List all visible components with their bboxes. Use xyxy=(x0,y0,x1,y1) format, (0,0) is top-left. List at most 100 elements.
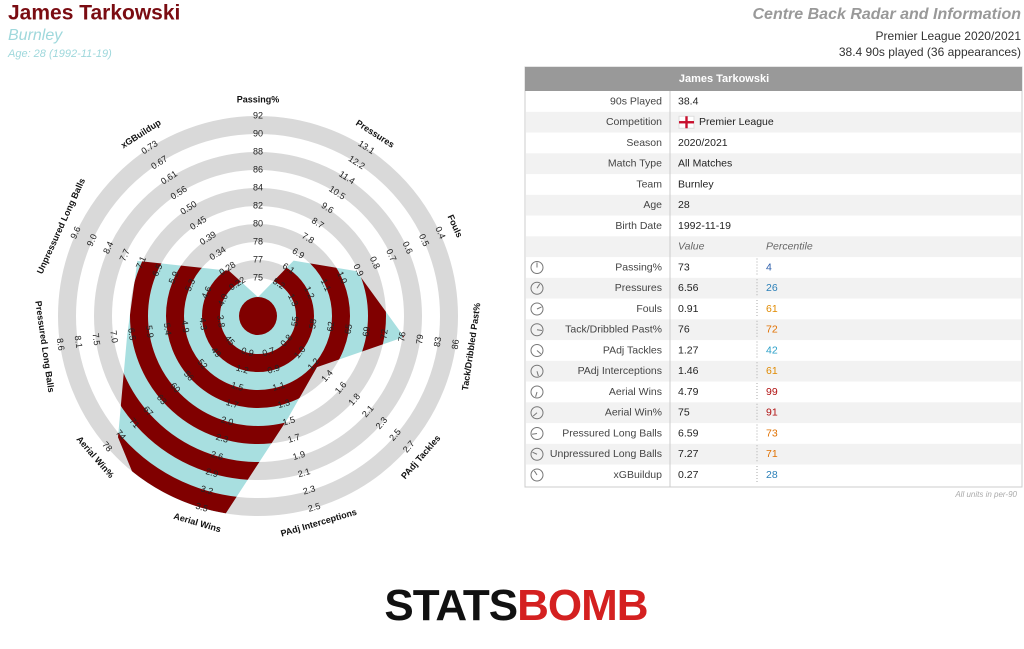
stat-icon-needle xyxy=(533,470,538,476)
tick-label: 1.3 xyxy=(276,397,291,410)
table-rows: 90s Played 38.4 Competition Premier League S… xyxy=(526,91,1021,487)
info-value: All Matches xyxy=(678,158,732,170)
tick-label: 79 xyxy=(414,334,425,345)
stat-value: 73 xyxy=(678,261,690,273)
tick-label: 52 xyxy=(195,357,209,371)
radar-ring xyxy=(130,260,386,444)
stat-icon xyxy=(530,406,544,420)
tick-label: 7.0 xyxy=(108,330,120,344)
axis-name: Tack/Dribbled Past% xyxy=(460,302,482,391)
tick-label: 67 xyxy=(141,404,155,418)
radar-ring xyxy=(166,260,350,408)
tick-label: 6.5 xyxy=(126,327,138,341)
row-shade xyxy=(526,236,1021,258)
stat-value: 1.46 xyxy=(678,365,699,377)
tick-label: 1.1 xyxy=(271,380,286,393)
stat-name: Pressures xyxy=(615,282,662,294)
stat-percentile: 99 xyxy=(766,386,778,398)
tick-label: 1.7 xyxy=(225,397,240,410)
footnote: All units in per-90 xyxy=(954,490,1017,499)
row-shade xyxy=(526,360,1021,382)
tick-label: 2.5 xyxy=(307,501,322,514)
info-label: 90s Played xyxy=(610,95,662,107)
tick-label: 75 xyxy=(253,272,263,282)
grid-ring xyxy=(58,116,458,516)
stat-icon xyxy=(530,261,544,274)
stat-percentile: 72 xyxy=(766,324,778,336)
report-title: Centre Back Radar and Information xyxy=(753,6,1022,23)
tick-label: 4.6 xyxy=(199,285,213,301)
col-header: Value xyxy=(678,241,705,253)
tick-label: 90 xyxy=(253,128,263,138)
logo-part: STATS xyxy=(384,581,517,630)
tick-label: 3.8 xyxy=(215,314,227,328)
col-header: Percentile xyxy=(766,241,813,253)
stat-icon xyxy=(530,323,544,337)
tick-label: 78 xyxy=(253,236,263,246)
tick-label: 2.9 xyxy=(205,466,220,479)
tick-label: 49 xyxy=(209,345,223,359)
stat-icon xyxy=(530,385,544,399)
stat-icon-needle xyxy=(536,306,542,310)
axis-name: Fouls xyxy=(446,213,465,239)
row-shade xyxy=(526,153,1021,175)
tick-label: 4.0 xyxy=(216,292,230,308)
tick-label: 0.5 xyxy=(417,232,431,248)
stat-value: 1.27 xyxy=(678,344,699,356)
tick-label: 2.1 xyxy=(297,466,312,479)
info-value: 2020/2021 xyxy=(678,137,728,149)
stat-name: Unpressured Long Balls xyxy=(550,448,662,460)
table-header xyxy=(525,67,1022,91)
stat-percentile: 73 xyxy=(766,427,778,439)
stat-name: Tack/Dribbled Past% xyxy=(565,324,662,336)
info-label: Match Type xyxy=(608,158,662,170)
stat-icon-needle xyxy=(535,391,538,397)
stat-percentile: 71 xyxy=(766,448,778,460)
tick-label: 62 xyxy=(325,321,336,332)
stat-value: 4.79 xyxy=(678,386,699,398)
grid-ring xyxy=(94,152,422,480)
tick-label: 84 xyxy=(253,182,263,192)
stat-value: 75 xyxy=(678,407,690,419)
tick-label: 83 xyxy=(432,336,443,347)
stat-icon-needle xyxy=(536,329,543,331)
info-value: 1992-11-19 xyxy=(678,220,731,232)
tick-label: 8.4 xyxy=(101,240,115,256)
tick-label: 7.5 xyxy=(90,332,102,346)
tick-label: 2.3 xyxy=(302,483,317,496)
stat-name: PAdj Interceptions xyxy=(578,365,662,377)
tick-label: 1.9 xyxy=(292,449,307,462)
tick-label: 56 xyxy=(182,369,196,383)
info-value: 38.4 xyxy=(678,95,699,107)
tick-label: 88 xyxy=(253,146,263,156)
tick-label: 80 xyxy=(253,218,263,228)
tick-label: 72 xyxy=(378,328,389,339)
tick-label: 0.7 xyxy=(261,345,276,358)
stat-icon xyxy=(530,447,544,461)
stat-percentile: 91 xyxy=(766,407,778,419)
stat-name: PAdj Tackles xyxy=(603,344,662,356)
tick-label: 5.9 xyxy=(167,270,181,286)
tick-label: 71 xyxy=(127,416,141,430)
stat-name: Aerial Win% xyxy=(605,407,662,419)
stat-icon xyxy=(530,364,544,378)
tick-label: 5.9 xyxy=(144,325,156,339)
tick-label: 78 xyxy=(100,440,114,454)
stat-percentile: 42 xyxy=(766,344,778,356)
tick-label: 0.9 xyxy=(266,363,281,376)
tick-label: 1.0 xyxy=(335,270,349,286)
stat-value: 7.27 xyxy=(678,448,699,460)
stat-icon xyxy=(530,427,544,440)
stat-percentile: 61 xyxy=(766,303,778,315)
tick-label: 1.5 xyxy=(230,380,245,393)
tick-label: 58 xyxy=(307,318,318,329)
row-shade xyxy=(526,402,1021,424)
stat-name: xGBuildup xyxy=(614,469,663,481)
tick-label: 5.4 xyxy=(162,322,174,336)
tick-label: 1.1 xyxy=(319,277,333,293)
tick-label: 6.5 xyxy=(150,262,164,278)
row-shade xyxy=(526,111,1021,133)
stat-icon-needle xyxy=(536,371,539,377)
tick-label: 63 xyxy=(155,392,169,406)
stat-icon-needle xyxy=(532,451,538,455)
